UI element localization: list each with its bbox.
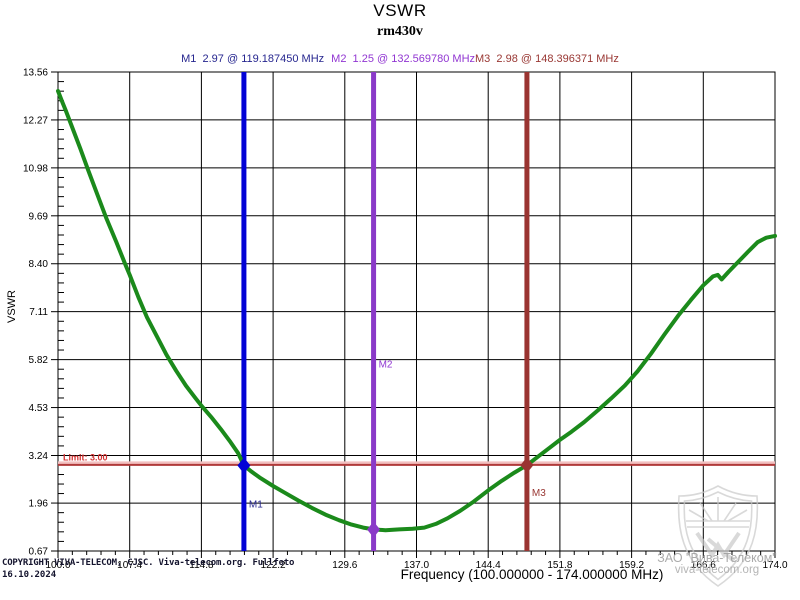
chart-subtitle: rm430v [377, 24, 423, 39]
y-tick-label: 8.40 [29, 259, 49, 270]
marker-readout-m2: M2 1.25 @ 132.569780 MHz [331, 53, 476, 65]
copyright-text: COPYRIGHT VIVA-TELECOM, CJSC. Viva-telec… [2, 558, 295, 568]
y-tick-label: 1.96 [29, 499, 49, 510]
plot-border [57, 71, 776, 552]
x-tick-label: 159.2 [619, 560, 644, 571]
marker-diamond-m3 [520, 457, 534, 474]
marker-diamond-m2 [367, 521, 381, 538]
x-tick-label: 151.8 [547, 560, 572, 571]
y-tick-label: 5.82 [29, 355, 49, 366]
x-axis-title: Frequency (100.000000 - 174.000000 MHz) [400, 567, 664, 582]
y-tick-label: 13.56 [23, 68, 48, 79]
y-tick-label: 7.11 [29, 307, 48, 318]
x-tick-label: 129.6 [332, 560, 357, 571]
x-tick-label: 100.0 [45, 560, 70, 571]
y-tick-label: 9.69 [29, 211, 49, 222]
x-tick-label: 114.8 [189, 560, 214, 571]
x-tick-label: 137.0 [404, 560, 429, 571]
marker-readout: M1 2.97 @ 119.187450 MHz M2 1.25 @ 132.56… [0, 53, 800, 65]
marker-label-m3: M3 [532, 488, 546, 499]
marker-readout-m1: M1 2.97 @ 119.187450 MHz [181, 53, 325, 65]
limit-label: Limit: 3.00 [63, 452, 108, 462]
y-tick-label: 3.24 [29, 451, 49, 462]
y-tick-label: 0.67 [29, 547, 49, 558]
y-tick-label: 10.98 [23, 163, 48, 174]
page-title: VSWR [373, 1, 427, 20]
copyright-date: 16.10.2024 [2, 570, 57, 580]
x-tick-label: 144.4 [476, 560, 501, 571]
x-tick-label: 122.2 [261, 560, 286, 571]
y-tick-label: 4.53 [29, 403, 49, 414]
marker-label-m2: M2 [379, 359, 393, 370]
y-tick-label: 12.27 [23, 115, 48, 126]
marker-readout-m3: M3 2.98 @ 148.396371 MHz [475, 53, 619, 65]
x-tick-label: 107.4 [117, 560, 142, 571]
marker-diamond-m1 [237, 457, 251, 474]
marker-label-m1: M1 [249, 500, 263, 511]
y-axis-title: VSWR [6, 290, 18, 323]
x-tick-label: 174.0 [762, 560, 787, 571]
